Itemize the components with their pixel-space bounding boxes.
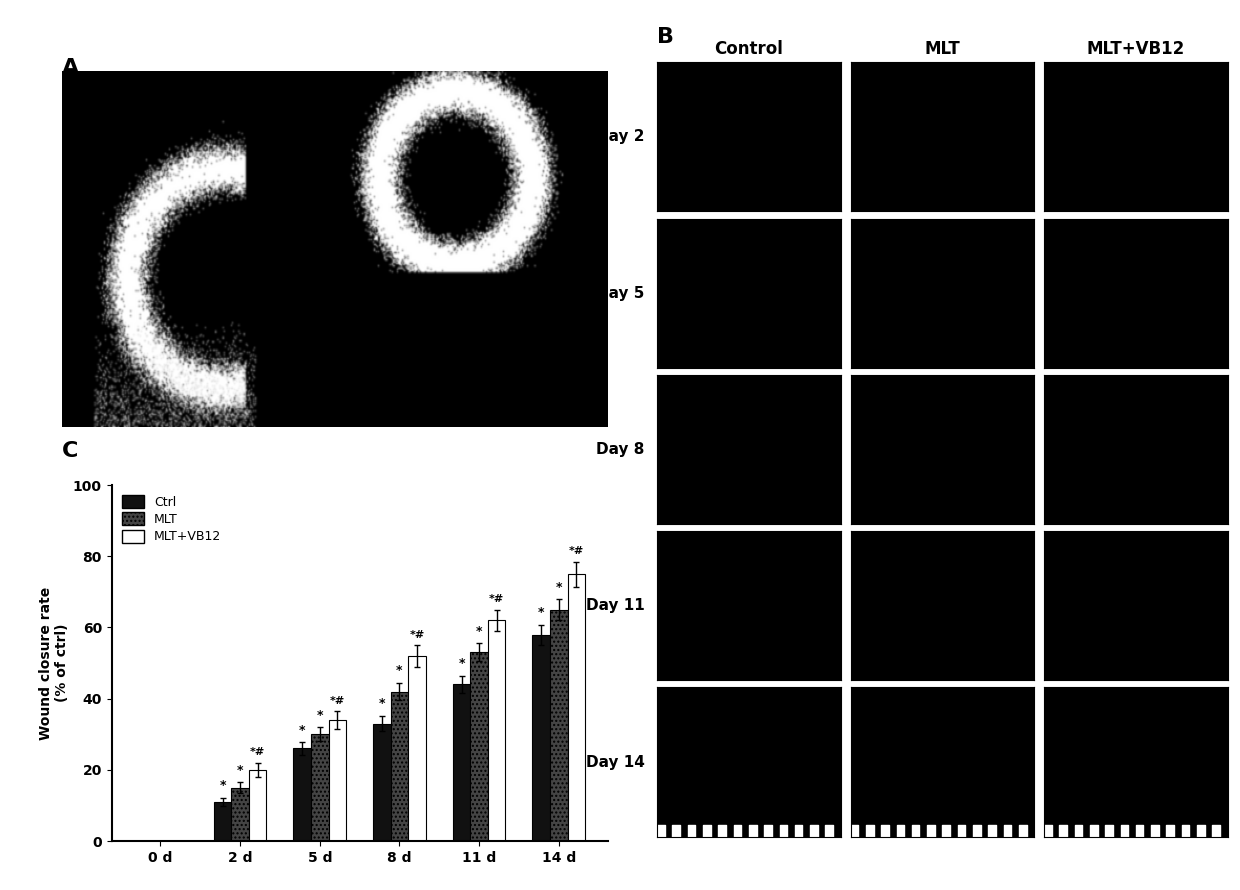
Text: *: * — [459, 657, 465, 670]
Bar — [232, 788, 249, 841]
Bar — [568, 574, 585, 841]
Text: *: * — [556, 580, 562, 594]
Bar — [453, 684, 470, 841]
Text: *: * — [299, 724, 305, 737]
Text: Day 8: Day 8 — [596, 442, 645, 457]
Text: *: * — [219, 780, 226, 792]
Bar — [532, 635, 551, 841]
Text: A: A — [62, 58, 79, 77]
Text: *#: *# — [489, 595, 505, 604]
Text: Day 2: Day 2 — [596, 129, 645, 144]
Text: Day 5: Day 5 — [596, 286, 645, 301]
Bar — [391, 692, 408, 841]
Bar — [329, 720, 346, 841]
Bar — [373, 724, 391, 841]
Bar — [551, 610, 568, 841]
Text: *#: *# — [250, 748, 265, 757]
Bar — [294, 748, 311, 841]
Text: *#: *# — [569, 546, 584, 556]
Text: Control: Control — [714, 40, 784, 58]
Text: *: * — [316, 708, 322, 722]
Text: C: C — [62, 441, 78, 460]
Bar — [470, 652, 487, 841]
Text: MLT+VB12: MLT+VB12 — [1086, 40, 1185, 58]
Text: *: * — [397, 664, 403, 677]
Bar — [213, 802, 232, 841]
Text: Day 14: Day 14 — [587, 755, 645, 770]
Text: *: * — [538, 606, 544, 619]
Y-axis label: Wound closure rate
(% of ctrl): Wound closure rate (% of ctrl) — [38, 587, 68, 740]
Text: Day 11: Day 11 — [587, 598, 645, 613]
Text: *: * — [378, 698, 386, 710]
Legend: Ctrl, MLT, MLT+VB12: Ctrl, MLT, MLT+VB12 — [118, 491, 226, 547]
Bar — [249, 770, 267, 841]
Bar — [408, 656, 425, 841]
Text: *#: *# — [330, 696, 345, 706]
Text: MLT: MLT — [925, 40, 960, 58]
Bar — [487, 620, 506, 841]
Text: B: B — [657, 27, 675, 46]
Text: *: * — [237, 764, 243, 777]
Text: *#: *# — [409, 630, 424, 640]
Text: *: * — [476, 625, 482, 638]
Bar — [311, 734, 329, 841]
